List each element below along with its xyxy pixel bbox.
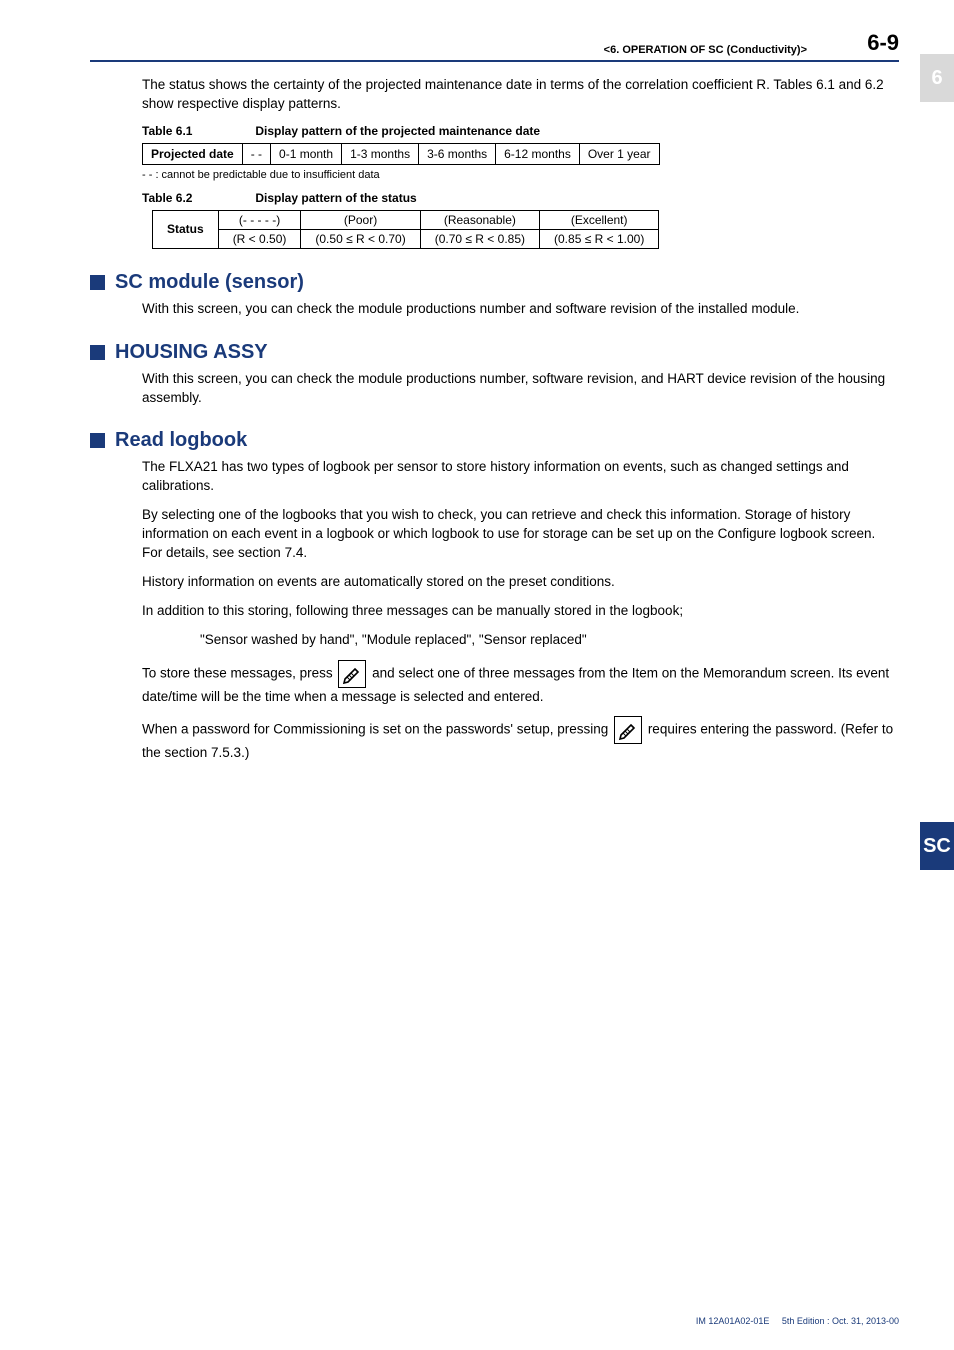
section-heading-sc-module: SC module (sensor)	[90, 271, 899, 294]
table-6-1: Projected date - - 0-1 month 1-3 months …	[142, 143, 660, 165]
section-heading-logbook: Read logbook	[90, 429, 899, 452]
table-6-2: Status (- - - - -) (Poor) (Reasonable) (…	[152, 210, 659, 249]
table-label: Table 6.1	[142, 124, 252, 138]
chapter-title: <6. OPERATION OF SC (Conductivity)>	[90, 44, 827, 56]
page-container: 6 SC <6. OPERATION OF SC (Conductivity)>…	[0, 0, 954, 1350]
heading-text: HOUSING ASSY	[115, 341, 268, 364]
table-6-1-caption: Table 6.1 Display pattern of the project…	[142, 124, 899, 138]
table-6-1-footnote: - - : cannot be predictable due to insuf…	[142, 169, 899, 181]
housing-body: With this screen, you can check the modu…	[142, 370, 899, 408]
logbook-p5: "Sensor washed by hand", "Module replace…	[200, 631, 899, 650]
memo-icon	[614, 716, 642, 744]
table-cell: (0.50 ≤ R < 0.70)	[301, 229, 420, 248]
table-cell: (R < 0.50)	[218, 229, 301, 248]
page-header: <6. OPERATION OF SC (Conductivity)> 6-9	[90, 30, 899, 62]
table-header-cell: Projected date	[143, 143, 243, 164]
logbook-p7: When a password for Commissioning is set…	[142, 716, 899, 763]
doc-id: IM 12A01A02-01E	[696, 1316, 770, 1326]
table-cell: 6-12 months	[496, 143, 580, 164]
sc-module-body: With this screen, you can check the modu…	[142, 300, 899, 319]
table-caption-text: Display pattern of the projected mainten…	[255, 124, 540, 138]
page-footer: IM 12A01A02-01E 5th Edition : Oct. 31, 2…	[696, 1316, 899, 1326]
table-cell: - -	[242, 143, 270, 164]
table-header-cell: Status	[153, 210, 219, 248]
section-heading-housing: HOUSING ASSY	[90, 341, 899, 364]
table-caption-text: Display pattern of the status	[255, 191, 416, 205]
table-cell: 3-6 months	[419, 143, 496, 164]
logbook-p7a: When a password for Commissioning is set…	[142, 722, 612, 737]
heading-text: SC module (sensor)	[115, 271, 304, 294]
table-cell: (Excellent)	[540, 210, 659, 229]
table-cell: 0-1 month	[271, 143, 342, 164]
edition-text: 5th Edition : Oct. 31, 2013-00	[782, 1316, 899, 1326]
logbook-p6a: To store these messages, press	[142, 665, 336, 680]
tab-sc: SC	[920, 822, 954, 870]
intro-paragraph: The status shows the certainty of the pr…	[142, 76, 899, 114]
logbook-p2: By selecting one of the logbooks that yo…	[142, 506, 899, 563]
table-cell: (0.70 ≤ R < 0.85)	[420, 229, 539, 248]
square-bullet-icon	[90, 345, 105, 360]
table-6-2-caption: Table 6.2 Display pattern of the status	[142, 191, 899, 205]
table-cell: Over 1 year	[579, 143, 659, 164]
table-cell: (Poor)	[301, 210, 420, 229]
square-bullet-icon	[90, 433, 105, 448]
table-cell: (Reasonable)	[420, 210, 539, 229]
square-bullet-icon	[90, 275, 105, 290]
logbook-p3: History information on events are automa…	[142, 573, 899, 592]
logbook-p6: To store these messages, press and selec…	[142, 660, 899, 707]
table-cell: (- - - - -)	[218, 210, 301, 229]
heading-text: Read logbook	[115, 429, 247, 452]
side-tabs: 6 SC	[920, 0, 954, 874]
table-label: Table 6.2	[142, 191, 252, 205]
logbook-p1: The FLXA21 has two types of logbook per …	[142, 458, 899, 496]
memo-icon	[338, 660, 366, 688]
table-cell: 1-3 months	[342, 143, 419, 164]
page-number: 6-9	[839, 30, 899, 56]
table-cell: (0.85 ≤ R < 1.00)	[540, 229, 659, 248]
logbook-p4: In addition to this storing, following t…	[142, 602, 899, 621]
tab-chapter-number: 6	[920, 54, 954, 102]
